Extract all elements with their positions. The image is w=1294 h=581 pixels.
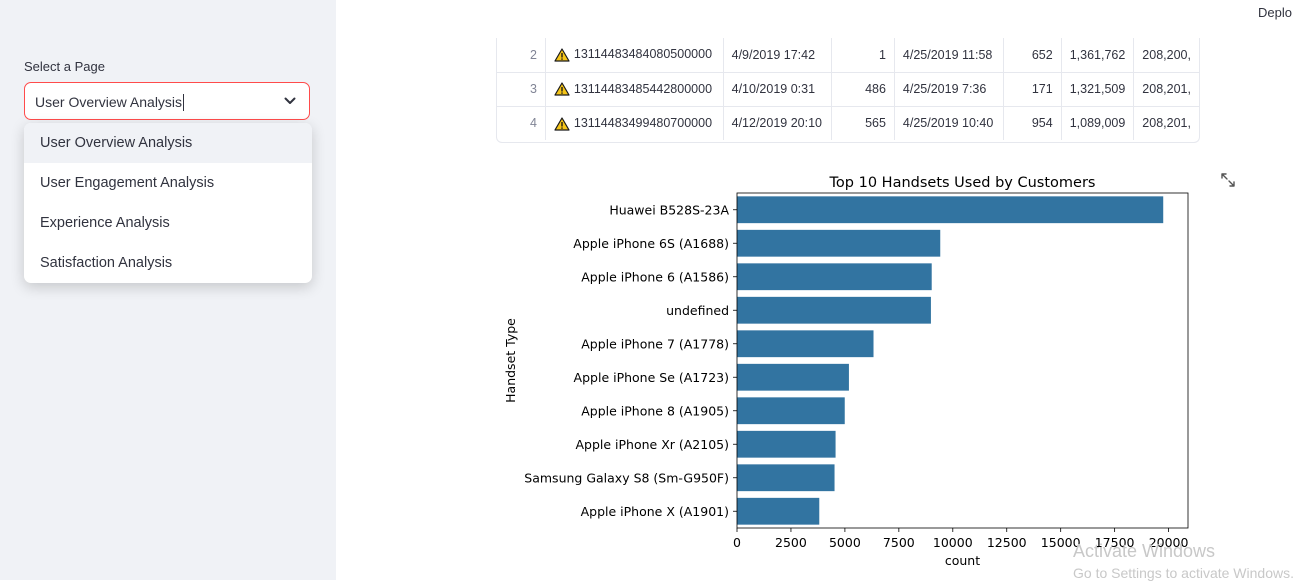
table-cell[interactable]: 954: [1003, 106, 1062, 140]
x-tick-label: 5000: [829, 535, 861, 550]
warning-icon: [554, 116, 570, 131]
x-tick-label: 20000: [1149, 535, 1189, 550]
table-cell[interactable]: 1: [831, 38, 895, 73]
handset-bar-chart: Huawei B528S-23A Apple iPhone 6S (A1688) A…: [503, 175, 1189, 568]
text-caret: [183, 93, 185, 111]
chart-bar: [737, 397, 845, 425]
table-cell[interactable]: 171: [1003, 72, 1062, 107]
x-tick-label: 12500: [987, 535, 1027, 550]
chart-bar: [737, 196, 1164, 224]
select-page-label: Select a Page: [24, 59, 105, 74]
table-cell[interactable]: 4/10/2019 0:31: [723, 72, 833, 107]
expand-icon[interactable]: [1221, 173, 1235, 187]
chevron-down-icon[interactable]: [283, 94, 297, 108]
warning-icon: [554, 82, 570, 96]
x-tick-label: 2500: [775, 535, 807, 550]
y-tick-label: undefined: [666, 303, 729, 318]
y-tick-label: Apple iPhone X (A1901): [581, 504, 729, 519]
table-cell[interactable]: 4/25/2019 11:58: [894, 38, 1004, 73]
x-tick-label: 17500: [1095, 535, 1135, 550]
chart-bar: [737, 363, 849, 391]
y-tick-label: Apple iPhone 7 (A1778): [581, 336, 729, 351]
data-table: 2 13114483484080500000 4/9/2019 17:42 1 …: [496, 38, 1200, 143]
activate-windows-title: Activate Windows: [1073, 541, 1216, 561]
table-cell[interactable]: 13114483484080500000: [545, 38, 724, 73]
row-index: 3: [497, 72, 546, 107]
option-user-overview-analysis[interactable]: User Overview Analysis: [24, 123, 312, 163]
chart-bar: [737, 296, 931, 324]
table-cell[interactable]: 652: [1003, 38, 1062, 73]
y-tick-label: Apple iPhone 8 (A1905): [581, 403, 729, 418]
x-tick-label: 7500: [883, 535, 915, 550]
chart-bar: [737, 464, 835, 492]
x-tick-label: 10000: [933, 535, 973, 550]
row-index: 2: [497, 38, 546, 73]
table-cell[interactable]: 208,200,: [1133, 38, 1199, 73]
y-tick-label: Apple iPhone Se (A1723): [574, 370, 729, 385]
activate-windows-subtitle: Go to Settings to activate Windows.: [1073, 565, 1294, 581]
table-cell[interactable]: 208,201,: [1142, 116, 1191, 131]
table-row[interactable]: 2 13114483484080500000 4/9/2019 17:42 1 …: [497, 38, 1199, 73]
page-select[interactable]: User Overview Analysis: [24, 82, 310, 120]
row-index: 4: [497, 106, 546, 140]
table-cell[interactable]: 4/25/2019 10:40: [894, 106, 1004, 140]
warning-icon: [554, 48, 570, 62]
table-cell[interactable]: 4/12/2019 20:10: [723, 106, 833, 140]
table-row[interactable]: 3 13114483485442800000 4/10/2019 0:31 48…: [497, 72, 1199, 107]
chart-bar: [737, 263, 932, 291]
table-cell[interactable]: 1,361,762: [1061, 38, 1135, 73]
option-experience-analysis[interactable]: Experience Analysis: [40, 215, 170, 231]
table-cell[interactable]: 13114483485442800000: [545, 72, 724, 107]
y-tick-label: Huawei B528S-23A: [609, 202, 729, 217]
page-dropdown-menu: User Overview Analysis User Engagement A…: [24, 123, 312, 283]
plot-frame: [736, 192, 1189, 529]
table-row[interactable]: 4 13114483499480700000 4/12/2019 20:10 5…: [497, 106, 1199, 140]
x-tick-label: 15000: [1041, 535, 1081, 550]
table-cell[interactable]: 13114483499480700000: [545, 106, 724, 140]
option-satisfaction-analysis[interactable]: Satisfaction Analysis: [40, 255, 173, 271]
chart-title: Top 10 Handsets Used by Customers: [829, 175, 1096, 191]
x-tick-label: 0: [733, 535, 741, 550]
table-cell[interactable]: 4/25/2019 7:36: [894, 72, 1004, 107]
option-user-engagement-analysis[interactable]: User Engagement Analysis: [40, 175, 215, 191]
table-cell[interactable]: 1,321,509: [1061, 72, 1135, 107]
table-cell[interactable]: 1,089,009: [1061, 106, 1135, 140]
chart-bar: [737, 330, 874, 358]
table-cell[interactable]: 486: [831, 72, 895, 107]
page-select-value[interactable]: User Overview Analysis: [35, 93, 185, 111]
y-tick-label: Apple iPhone Xr (A2105): [575, 437, 729, 452]
y-tick-label: Apple iPhone 6S (A1688): [573, 236, 729, 251]
table-cell[interactable]: 565: [831, 106, 895, 140]
x-axis-label: count: [945, 553, 980, 568]
chart-bar: [737, 430, 836, 458]
table-cell[interactable]: 4/9/2019 17:42: [723, 38, 833, 73]
chart-bar: [737, 229, 941, 257]
y-tick-label: Samsung Galaxy S8 (Sm-G950F): [524, 470, 729, 485]
y-axis-label: Handset Type: [503, 318, 518, 403]
y-tick-label: Apple iPhone 6 (A1586): [581, 269, 729, 284]
table-cell[interactable]: 208,201,: [1133, 72, 1199, 107]
sidebar: Select a Page User Overview Analysis Use…: [0, 0, 336, 580]
deploy-button[interactable]: Deplo: [1258, 5, 1292, 20]
chart-bar: [737, 497, 820, 525]
